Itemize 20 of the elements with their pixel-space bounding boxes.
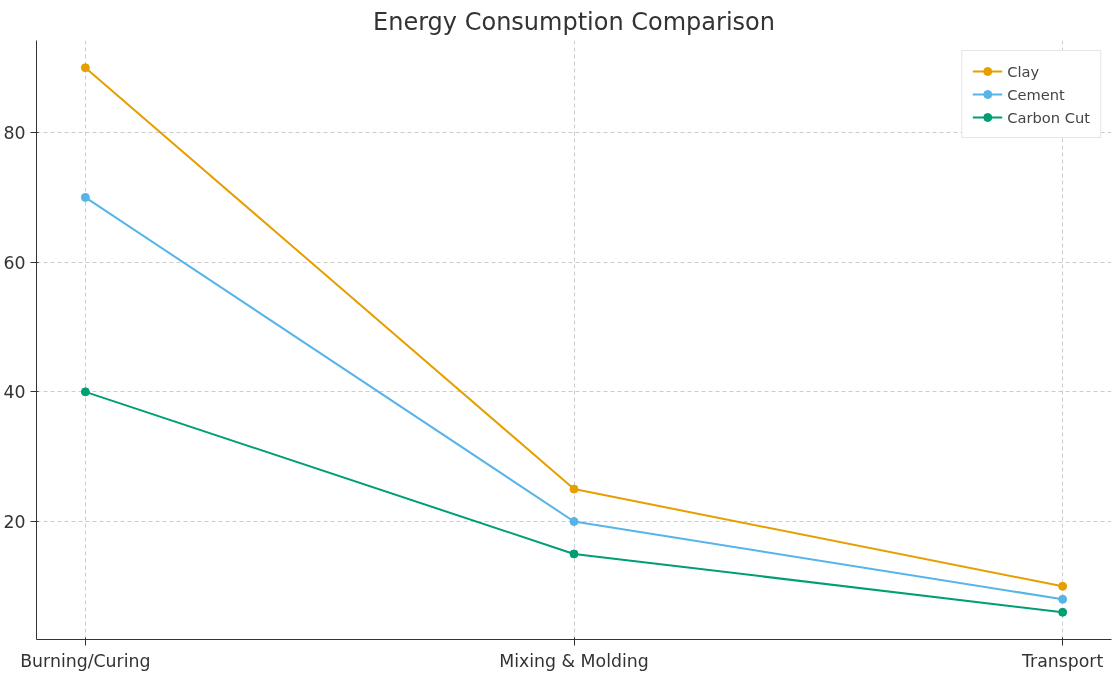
point <box>1058 607 1068 617</box>
x-tick-label: Burning/Curing <box>20 650 151 671</box>
legend-label: Cement <box>1007 85 1065 103</box>
point <box>569 517 579 527</box>
y-tick-label: 20 <box>3 512 26 533</box>
point <box>1058 594 1068 604</box>
y-tick-label: 60 <box>3 252 26 273</box>
point <box>1058 581 1068 591</box>
point <box>80 387 90 397</box>
point <box>569 484 579 494</box>
point <box>569 549 579 559</box>
point <box>80 63 90 73</box>
x-tick-label: Transport <box>1020 650 1104 671</box>
legend-label: Carbon Cut <box>1007 108 1090 126</box>
point <box>80 192 90 202</box>
chart-title: Energy Consumption Comparison <box>373 7 775 36</box>
legend-label: Clay <box>1007 62 1040 80</box>
y-tick-label: 80 <box>3 123 26 144</box>
y-tick-label: 40 <box>3 382 26 403</box>
x-tick-label: Mixing & Molding <box>499 650 649 671</box>
